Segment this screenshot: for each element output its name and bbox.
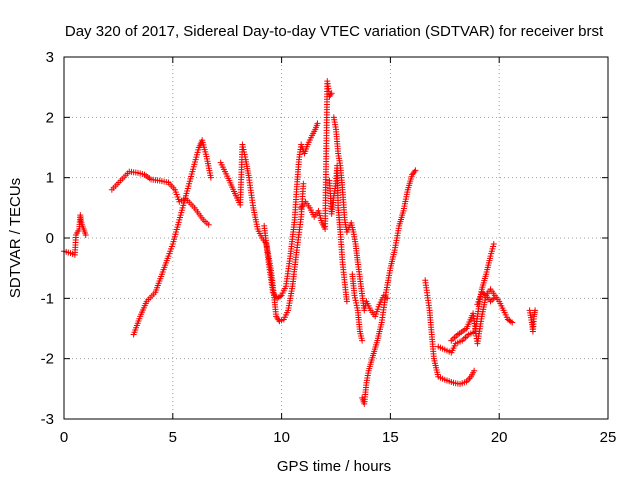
axis-ticks: 0 5 10 15 20 25 -3 -2 -1 0 1 2 3	[41, 49, 617, 446]
data-point	[300, 180, 307, 187]
data-point	[353, 299, 360, 306]
data-point	[532, 307, 539, 314]
trace-2	[108, 168, 212, 228]
data-point	[507, 318, 514, 325]
trace-14	[474, 289, 497, 308]
data-point	[490, 295, 497, 302]
trace-10	[359, 167, 419, 407]
y-axis-label: SDTVAR / TECUs	[7, 178, 24, 298]
data-point	[314, 120, 321, 127]
trace-7	[326, 162, 350, 305]
data-point	[241, 149, 248, 156]
data-point	[471, 367, 478, 374]
data-points	[61, 78, 539, 407]
trace-15	[526, 307, 539, 335]
x-axis-label: GPS time / hours	[277, 458, 391, 475]
data-point	[354, 304, 361, 311]
grid	[64, 57, 608, 419]
y-tick-label: -1	[41, 290, 54, 307]
data-point	[343, 298, 350, 305]
y-tick-label: 3	[46, 49, 54, 66]
data-point	[352, 297, 359, 304]
y-tick-label: -3	[41, 411, 54, 428]
trace-4	[217, 141, 307, 325]
y-tick-label: 0	[46, 230, 54, 247]
data-point	[82, 231, 89, 238]
trace-11	[422, 277, 478, 388]
x-tick-label: 10	[273, 429, 290, 446]
data-point	[411, 168, 418, 175]
chart-title: Day 320 of 2017, Sidereal Day-to-day VTE…	[65, 23, 604, 40]
data-point	[242, 154, 249, 161]
data-point	[481, 291, 488, 298]
data-point	[241, 151, 248, 158]
data-point	[352, 294, 359, 301]
data-point	[359, 337, 366, 344]
y-tick-label: 1	[46, 170, 54, 187]
trace-1	[61, 212, 89, 258]
trace-5	[261, 120, 321, 302]
x-tick-label: 0	[60, 429, 68, 446]
data-point	[412, 167, 419, 174]
data-point	[240, 146, 247, 153]
data-point	[490, 241, 497, 248]
x-tick-label: 5	[169, 429, 177, 446]
data-point	[205, 221, 212, 228]
y-tick-label: 2	[46, 109, 54, 126]
data-point	[353, 302, 360, 309]
x-tick-label: 25	[600, 429, 617, 446]
trace-9	[349, 271, 366, 344]
data-point	[239, 143, 246, 150]
trace-3	[130, 137, 214, 338]
data-point	[239, 141, 246, 148]
trace-8	[330, 114, 391, 320]
data-point	[351, 292, 358, 299]
y-tick-label: -2	[41, 351, 54, 368]
trace-6	[298, 78, 335, 232]
data-point	[277, 293, 284, 300]
trace-13	[448, 286, 516, 347]
data-point	[207, 174, 214, 181]
data-point	[328, 90, 335, 97]
x-tick-label: 20	[491, 429, 508, 446]
data-point	[509, 319, 516, 326]
x-tick-label: 15	[382, 429, 399, 446]
